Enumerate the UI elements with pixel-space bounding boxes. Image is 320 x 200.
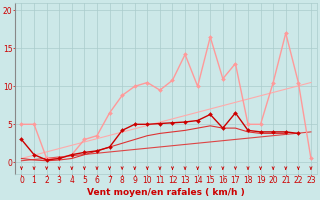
X-axis label: Vent moyen/en rafales ( km/h ): Vent moyen/en rafales ( km/h ) [87,188,245,197]
